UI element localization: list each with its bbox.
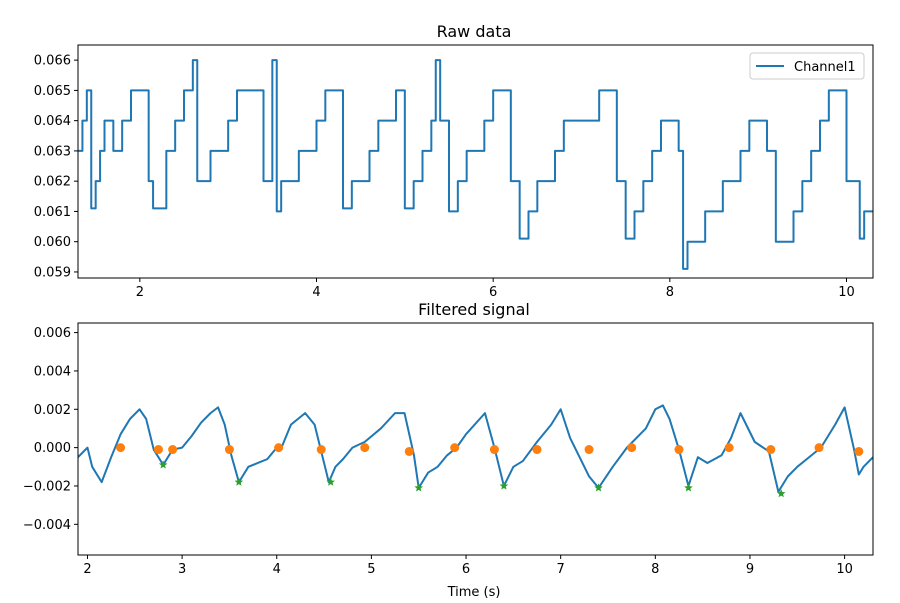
raw-chart-title: Raw data — [437, 22, 512, 41]
filtered-xtick-label: 6 — [462, 562, 470, 577]
filtered-trough-marker — [776, 489, 786, 498]
filtered-ytick-label: 0.004 — [34, 364, 71, 379]
filtered-xtick-label: 9 — [746, 562, 754, 577]
filtered-peak-marker — [674, 445, 684, 455]
filtered-peak-marker — [627, 443, 637, 453]
raw-ytick-label: 0.065 — [34, 84, 71, 99]
filtered-plot-frame — [77, 322, 874, 556]
filtered-trough-marker — [158, 460, 168, 469]
filtered-peak-marker — [584, 445, 594, 455]
raw-ytick-label: 0.064 — [34, 114, 71, 129]
filtered-peak-marker — [404, 446, 414, 456]
filtered-xtick-label: 7 — [557, 562, 565, 577]
filtered-xtick-label: 10 — [836, 562, 853, 577]
filtered-trough-marker — [326, 477, 335, 486]
filtered-signal-panel: Filtered signal 2 3 4 5 6 7 8 9 10 −0.004 −0.002 0.… — [23, 300, 874, 600]
filtered-ytick-label: 0.000 — [34, 441, 71, 456]
filtered-chart-title: Filtered signal — [418, 300, 530, 319]
raw-data-panel: Raw data 2 4 6 8 10 0.059 0.060 0.061 0.062 0.063… — [34, 22, 874, 300]
raw-data-plot: 2 4 6 8 10 0.059 0.060 0.061 0.062 0.063 0.064 0.06… — [34, 44, 874, 300]
filtered-ytick-label: −0.002 — [23, 479, 71, 494]
raw-xtick-label: 10 — [838, 285, 855, 300]
filtered-peak-marker — [274, 443, 284, 453]
filtered-ytick-label: −0.004 — [23, 518, 71, 533]
filtered-peak-marker — [766, 445, 776, 455]
filtered-xtick-label: 8 — [651, 562, 659, 577]
filtered-peak-marker — [450, 443, 460, 453]
filtered-peak-marker — [360, 443, 370, 453]
filtered-trough-marker — [684, 483, 693, 492]
raw-ytick-label: 0.060 — [34, 235, 71, 250]
raw-ytick-label: 0.062 — [34, 175, 71, 190]
legend-box — [749, 52, 865, 80]
raw-xtick-label: 6 — [489, 285, 497, 300]
filtered-series-line — [78, 404, 873, 493]
filtered-peak-marker — [814, 443, 824, 453]
raw-ytick-label: 0.066 — [34, 54, 71, 69]
filtered-peak-marker — [854, 446, 864, 456]
filtered-trough-marker — [594, 483, 603, 492]
raw-ytick-label: 0.059 — [34, 265, 71, 280]
raw-xtick-label: 2 — [136, 285, 144, 300]
legend-channel1-label: Channel1 — [794, 60, 856, 75]
filtered-ytick-label: 0.002 — [34, 403, 71, 418]
raw-ytick-label: 0.063 — [34, 144, 71, 159]
raw-legend: Channel1 — [749, 52, 865, 80]
filtered-trough-marker — [414, 483, 423, 492]
filtered-ytick-label: 0.006 — [34, 326, 71, 341]
raw-plot-frame — [77, 44, 874, 279]
filtered-peak-marker — [724, 443, 734, 453]
raw-xtick-label: 8 — [666, 285, 674, 300]
filtered-peak-marker — [224, 445, 234, 455]
filtered-peak-marker — [116, 443, 126, 453]
filtered-peak-marker — [316, 445, 326, 455]
filtered-xtick-label: 5 — [367, 562, 375, 577]
filtered-signal-plot: 2 3 4 5 6 7 8 9 10 −0.004 −0.002 0.000 0.002 0.004 0.0… — [23, 322, 874, 577]
filtered-xtick-label: 2 — [83, 562, 91, 577]
filtered-xaxis-label: Time (s) — [447, 585, 501, 600]
raw-series-line — [78, 59, 873, 270]
filtered-peak-marker — [153, 445, 163, 455]
filtered-trough-marker — [499, 481, 509, 490]
filtered-peak-marker — [168, 445, 178, 455]
filtered-xtick-label: 4 — [273, 562, 281, 577]
raw-xtick-label: 4 — [312, 285, 320, 300]
filtered-trough-marker — [234, 477, 244, 486]
filtered-peak-marker — [489, 445, 499, 455]
filtered-peak-marker — [532, 445, 542, 455]
filtered-xtick-label: 3 — [178, 562, 186, 577]
raw-ytick-label: 0.061 — [34, 205, 71, 220]
